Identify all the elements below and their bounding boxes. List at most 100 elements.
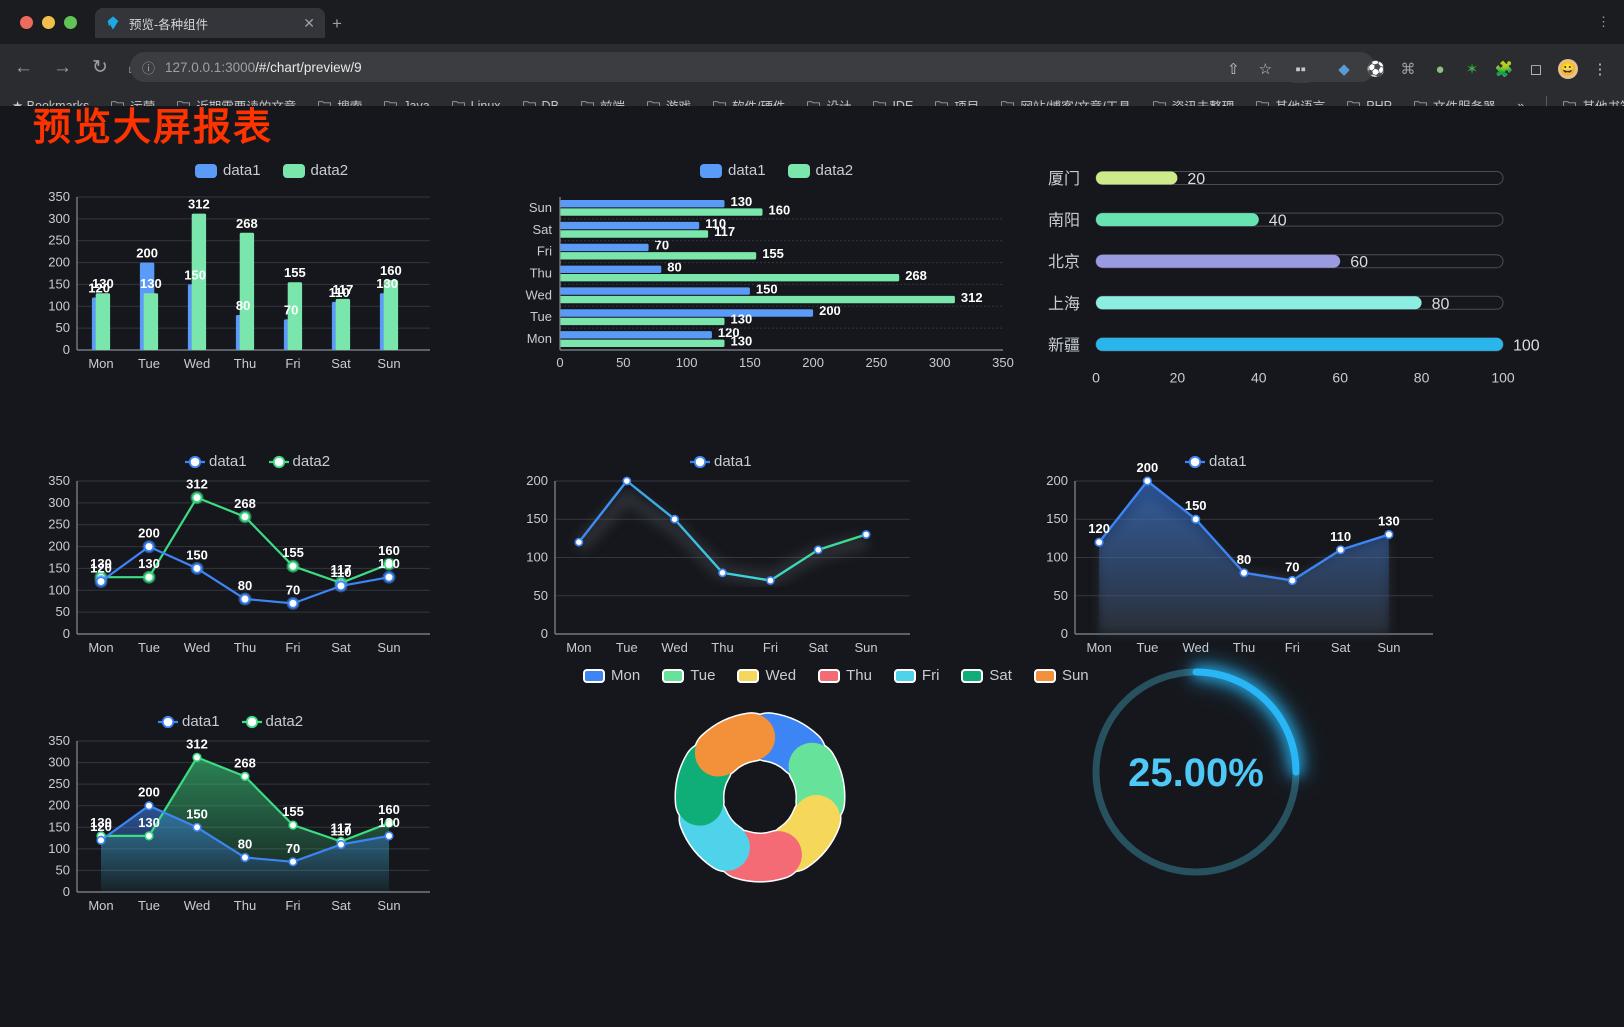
svg-text:150: 150 (1185, 498, 1207, 513)
svg-text:50: 50 (616, 355, 630, 370)
svg-text:Sat: Sat (532, 222, 552, 237)
svg-text:200: 200 (1137, 460, 1159, 475)
svg-text:60: 60 (1350, 254, 1368, 271)
svg-text:25.00%: 25.00% (1128, 751, 1264, 795)
svg-text:130: 130 (92, 276, 114, 291)
svg-text:100: 100 (1513, 337, 1540, 354)
svg-text:100: 100 (48, 298, 70, 313)
svg-text:Mon: Mon (566, 640, 591, 654)
svg-text:150: 150 (1046, 511, 1068, 526)
svg-text:100: 100 (1491, 369, 1515, 385)
svg-text:200: 200 (136, 246, 158, 261)
svg-text:Sun: Sun (529, 200, 552, 215)
svg-text:200: 200 (48, 539, 70, 554)
svg-text:40: 40 (1269, 213, 1287, 230)
svg-text:268: 268 (905, 268, 927, 283)
svg-text:Sat: Sat (331, 356, 351, 370)
svg-text:150: 150 (48, 560, 70, 575)
svg-text:130: 130 (731, 194, 753, 209)
svg-text:100: 100 (48, 582, 70, 597)
svg-text:80: 80 (1237, 552, 1251, 567)
svg-text:50: 50 (56, 604, 70, 619)
svg-text:50: 50 (1054, 588, 1068, 603)
svg-text:Sun: Sun (377, 640, 400, 654)
svg-text:130: 130 (138, 556, 160, 571)
svg-text:南阳: 南阳 (1048, 212, 1080, 230)
svg-text:40: 40 (1251, 369, 1267, 385)
svg-text:0: 0 (63, 626, 70, 641)
svg-text:117: 117 (714, 224, 735, 239)
svg-text:80: 80 (667, 260, 681, 275)
svg-text:50: 50 (534, 588, 548, 603)
svg-text:312: 312 (188, 197, 210, 212)
svg-text:80: 80 (1414, 369, 1430, 385)
svg-text:312: 312 (961, 290, 983, 305)
svg-text:新疆: 新疆 (1048, 336, 1080, 354)
svg-text:Sun: Sun (1377, 640, 1400, 654)
svg-text:150: 150 (739, 355, 761, 370)
svg-text:200: 200 (802, 355, 824, 370)
svg-text:130: 130 (1378, 514, 1400, 529)
svg-text:155: 155 (284, 265, 306, 280)
svg-text:150: 150 (756, 281, 778, 296)
svg-text:160: 160 (380, 263, 402, 278)
svg-text:上海: 上海 (1048, 295, 1080, 313)
svg-text:130: 130 (376, 276, 398, 291)
svg-text:80: 80 (1432, 296, 1450, 313)
svg-text:200: 200 (526, 473, 548, 488)
svg-text:Sun: Sun (377, 356, 400, 370)
svg-text:50: 50 (56, 320, 70, 335)
svg-text:0: 0 (1092, 369, 1100, 385)
svg-text:350: 350 (992, 355, 1014, 370)
svg-text:0: 0 (63, 342, 70, 357)
svg-text:150: 150 (184, 267, 206, 282)
svg-text:150: 150 (48, 276, 70, 291)
svg-text:Mon: Mon (88, 356, 113, 370)
svg-text:130: 130 (140, 276, 162, 291)
svg-text:150: 150 (186, 547, 208, 562)
svg-text:350: 350 (48, 473, 70, 488)
svg-text:300: 300 (929, 355, 951, 370)
svg-text:Thu: Thu (234, 640, 256, 654)
svg-text:70: 70 (286, 582, 300, 597)
svg-text:20: 20 (1187, 171, 1205, 188)
svg-text:250: 250 (48, 517, 70, 532)
svg-text:厦门: 厦门 (1048, 170, 1080, 188)
svg-text:110: 110 (331, 565, 352, 580)
svg-text:Mon: Mon (527, 331, 552, 346)
svg-text:Sat: Sat (331, 640, 351, 654)
svg-text:80: 80 (236, 298, 250, 313)
svg-text:155: 155 (762, 246, 784, 261)
svg-text:200: 200 (48, 255, 70, 270)
svg-text:100: 100 (676, 355, 698, 370)
svg-text:Tue: Tue (138, 356, 160, 370)
svg-text:200: 200 (138, 526, 160, 541)
svg-text:150: 150 (526, 511, 548, 526)
svg-text:Fri: Fri (537, 244, 552, 259)
svg-text:Thu: Thu (234, 356, 256, 370)
svg-text:120: 120 (1088, 521, 1110, 536)
svg-text:Fri: Fri (285, 356, 300, 370)
svg-text:160: 160 (769, 202, 791, 217)
svg-text:200: 200 (819, 303, 841, 318)
svg-text:0: 0 (541, 626, 548, 641)
svg-text:300: 300 (48, 211, 70, 226)
svg-text:268: 268 (234, 496, 256, 511)
svg-text:70: 70 (655, 238, 669, 253)
svg-text:80: 80 (238, 578, 252, 593)
svg-text:Tue: Tue (138, 640, 160, 654)
svg-text:130: 130 (731, 334, 753, 349)
svg-text:117: 117 (332, 282, 353, 297)
svg-text:70: 70 (1285, 560, 1299, 575)
svg-text:350: 350 (48, 189, 70, 204)
svg-text:300: 300 (48, 495, 70, 510)
svg-text:130: 130 (378, 556, 400, 571)
svg-text:200: 200 (1046, 473, 1068, 488)
svg-text:100: 100 (1046, 550, 1068, 565)
svg-text:Tue: Tue (530, 309, 552, 324)
svg-text:110: 110 (1330, 529, 1351, 544)
svg-text:155: 155 (282, 545, 304, 560)
svg-text:268: 268 (236, 216, 258, 231)
svg-text:100: 100 (526, 550, 548, 565)
svg-text:Fri: Fri (285, 640, 300, 654)
